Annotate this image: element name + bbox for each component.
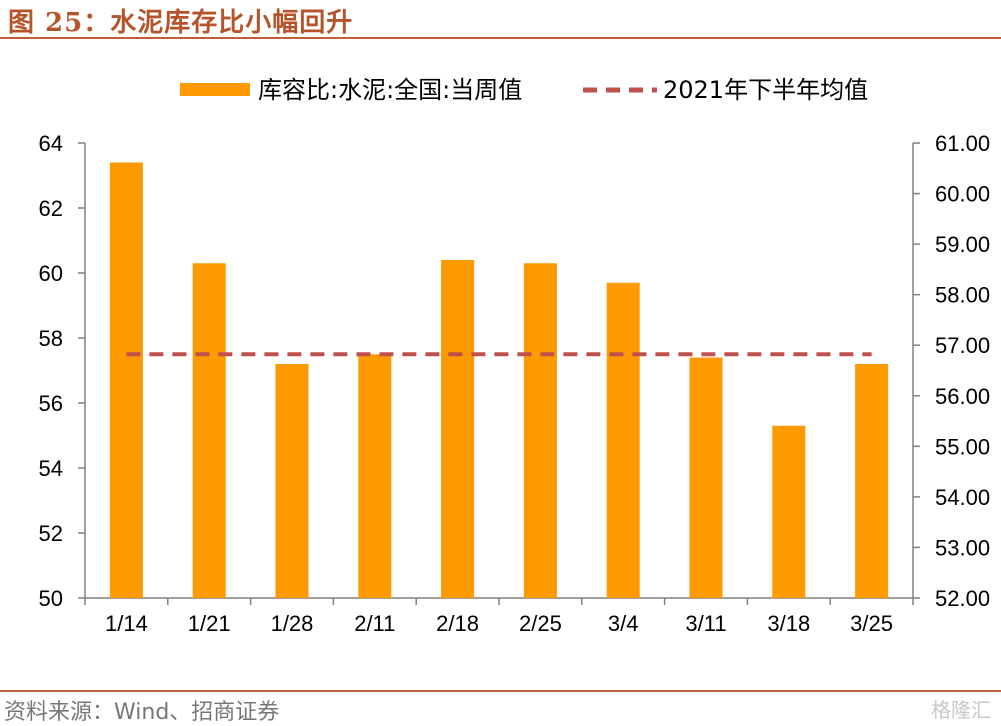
source-note: 资料来源：Wind、招商证券 [4, 700, 280, 725]
legend-swatch-bar [180, 83, 250, 96]
x-tick-label: 1/21 [188, 611, 231, 636]
x-tick-label: 2/25 [519, 611, 562, 636]
bar-series [109, 162, 889, 598]
y-left-tick-label: 58 [39, 326, 63, 351]
legend-label-bar: 库容比:水泥:全国:当周值 [258, 76, 522, 104]
y-left-tick-label: 56 [39, 391, 63, 416]
y-right-tick-label: 56.00 [935, 384, 990, 409]
x-tick-label: 1/28 [271, 611, 314, 636]
bar-1/14 [109, 162, 143, 598]
bar-1/21 [192, 263, 226, 598]
y-left-tick-label: 52 [39, 521, 63, 546]
y-left-tick-label: 62 [39, 196, 63, 221]
y-right-tick-label: 59.00 [935, 232, 990, 257]
watermark-logo: 格隆汇 [931, 700, 991, 722]
y-left-tick-label: 50 [39, 586, 63, 611]
y-right-tick-label: 55.00 [935, 434, 990, 459]
y-right-tick-label: 61.00 [935, 131, 990, 156]
x-tick-label: 1/14 [105, 611, 148, 636]
title-divider [0, 37, 1001, 39]
bar-3/18 [772, 425, 806, 598]
x-tick-label: 2/18 [436, 611, 479, 636]
y-left-tick-label: 64 [39, 131, 63, 156]
y-left-tick-label: 54 [39, 456, 63, 481]
axis-labels: 50 52 54 56 58 60 62 64 52.00 53.00 54.00 55.00 56.0… [39, 131, 991, 636]
y-right-tick-label: 53.00 [935, 535, 990, 560]
y-right-tick-label: 52.00 [935, 586, 990, 611]
y-right-tick-label: 60.00 [935, 182, 990, 207]
x-tick-label: 3/25 [850, 611, 893, 636]
bar-2/25 [523, 263, 557, 598]
footer-divider [0, 690, 1001, 692]
y-left-tick-label: 60 [39, 261, 63, 286]
chart-legend: 库容比:水泥:全国:当周值 2021年下半年均值 [180, 76, 868, 104]
bar-3/11 [689, 357, 723, 598]
x-tick-label: 3/18 [767, 611, 810, 636]
x-tick-label: 3/4 [608, 611, 639, 636]
y-right-tick-label: 58.00 [935, 283, 990, 308]
bar-3/25 [855, 364, 889, 598]
bar-2/18 [441, 260, 475, 598]
bar-chart: 库容比:水泥:全国:当周值 2021年下半年均值 50 52 54 56 58 60 62 6… [39, 76, 991, 636]
bar-3/4 [606, 282, 640, 598]
y-right-tick-label: 54.00 [935, 485, 990, 510]
x-tick-label: 2/11 [354, 611, 395, 636]
page-title: 图 25：水泥库存比小幅回升 [8, 8, 354, 38]
y-right-tick-label: 57.00 [935, 333, 990, 358]
bar-2/11 [358, 354, 392, 598]
legend-label-avg-line: 2021年下半年均值 [663, 76, 868, 104]
bar-1/28 [275, 364, 309, 598]
x-tick-label: 3/11 [685, 611, 726, 636]
